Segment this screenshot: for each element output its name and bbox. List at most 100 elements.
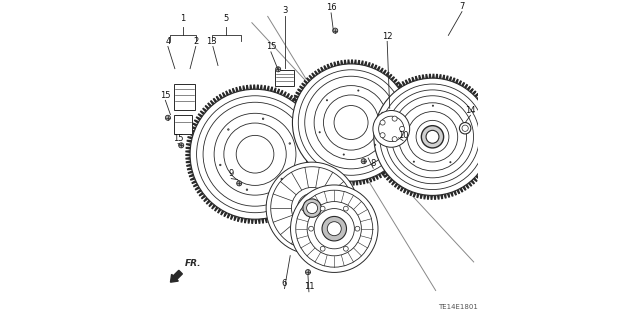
Polygon shape [297, 151, 301, 154]
Polygon shape [403, 94, 407, 97]
Polygon shape [319, 166, 323, 168]
Polygon shape [196, 117, 200, 120]
Polygon shape [396, 82, 399, 85]
Polygon shape [371, 130, 374, 132]
Polygon shape [409, 114, 413, 116]
Text: 8: 8 [371, 159, 376, 167]
Circle shape [296, 190, 372, 267]
Polygon shape [294, 100, 298, 104]
Circle shape [323, 95, 379, 150]
Polygon shape [186, 151, 190, 152]
Polygon shape [201, 111, 205, 115]
Polygon shape [394, 88, 397, 91]
Polygon shape [478, 173, 481, 176]
Polygon shape [265, 218, 267, 222]
Circle shape [305, 76, 397, 169]
Polygon shape [397, 185, 401, 189]
Polygon shape [388, 75, 392, 78]
Text: 12: 12 [382, 32, 392, 41]
Circle shape [385, 90, 479, 184]
Polygon shape [282, 213, 284, 217]
Polygon shape [218, 209, 221, 213]
Polygon shape [454, 191, 456, 195]
Polygon shape [346, 181, 348, 185]
Polygon shape [443, 75, 444, 79]
Polygon shape [401, 91, 405, 94]
Circle shape [379, 116, 404, 142]
Polygon shape [287, 210, 291, 214]
Polygon shape [484, 108, 488, 111]
Polygon shape [380, 69, 383, 72]
Polygon shape [291, 105, 295, 108]
Polygon shape [490, 125, 494, 127]
Polygon shape [486, 158, 490, 161]
Polygon shape [439, 75, 441, 79]
Circle shape [373, 110, 410, 147]
Polygon shape [410, 191, 413, 195]
Polygon shape [374, 157, 378, 159]
Polygon shape [247, 85, 248, 90]
Circle shape [322, 217, 346, 241]
Polygon shape [319, 146, 324, 147]
Polygon shape [390, 166, 393, 169]
Polygon shape [216, 97, 220, 100]
Polygon shape [373, 116, 377, 119]
Polygon shape [314, 169, 316, 173]
Polygon shape [468, 182, 472, 186]
Polygon shape [318, 69, 321, 73]
Polygon shape [488, 155, 492, 157]
Polygon shape [401, 187, 403, 191]
Polygon shape [190, 130, 195, 132]
Circle shape [228, 129, 229, 130]
Text: 3: 3 [282, 6, 287, 15]
Polygon shape [401, 153, 404, 156]
Circle shape [358, 90, 359, 91]
Polygon shape [310, 188, 314, 191]
Polygon shape [289, 122, 292, 124]
Polygon shape [188, 140, 191, 142]
Polygon shape [470, 89, 473, 93]
Polygon shape [399, 84, 402, 87]
Polygon shape [382, 171, 386, 174]
Polygon shape [410, 121, 413, 122]
Polygon shape [189, 174, 194, 177]
Polygon shape [407, 104, 411, 106]
Polygon shape [292, 102, 296, 104]
Polygon shape [292, 142, 296, 145]
Polygon shape [198, 114, 202, 117]
Circle shape [343, 154, 344, 155]
Polygon shape [289, 126, 292, 127]
Polygon shape [490, 145, 494, 147]
Polygon shape [334, 62, 336, 66]
Circle shape [214, 113, 296, 195]
Circle shape [370, 74, 495, 199]
Circle shape [298, 70, 404, 175]
Text: FR.: FR. [184, 259, 201, 268]
Circle shape [374, 78, 491, 196]
Circle shape [380, 133, 385, 138]
Polygon shape [316, 171, 319, 175]
Circle shape [407, 112, 458, 162]
Polygon shape [465, 184, 468, 188]
Polygon shape [186, 161, 191, 163]
Polygon shape [341, 61, 342, 65]
Polygon shape [486, 111, 490, 114]
Polygon shape [393, 79, 397, 83]
Polygon shape [289, 112, 293, 114]
Circle shape [320, 206, 325, 211]
Polygon shape [392, 164, 396, 167]
Polygon shape [274, 88, 276, 93]
Circle shape [314, 85, 388, 160]
Polygon shape [433, 74, 434, 78]
Circle shape [392, 137, 397, 142]
Polygon shape [407, 137, 412, 140]
Polygon shape [290, 109, 294, 111]
Polygon shape [212, 205, 216, 209]
Text: 11: 11 [303, 282, 314, 291]
Polygon shape [408, 107, 412, 109]
Polygon shape [280, 91, 283, 95]
Polygon shape [407, 190, 410, 194]
Polygon shape [489, 122, 493, 123]
Polygon shape [408, 111, 412, 113]
Polygon shape [428, 195, 429, 199]
